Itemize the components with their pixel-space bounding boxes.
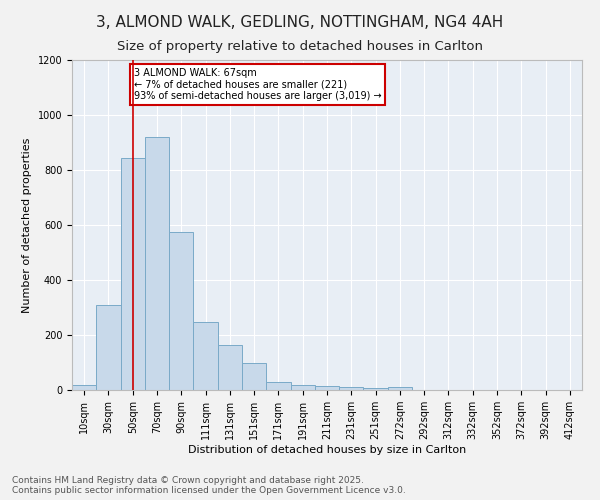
- Bar: [193, 322, 218, 390]
- Bar: [364, 388, 388, 390]
- Text: 3, ALMOND WALK, GEDLING, NOTTINGHAM, NG4 4AH: 3, ALMOND WALK, GEDLING, NOTTINGHAM, NG4…: [97, 15, 503, 30]
- X-axis label: Distribution of detached houses by size in Carlton: Distribution of detached houses by size …: [188, 445, 466, 455]
- Bar: [96, 304, 121, 390]
- Bar: [242, 362, 266, 390]
- Bar: [290, 385, 315, 390]
- Text: Contains HM Land Registry data © Crown copyright and database right 2025.
Contai: Contains HM Land Registry data © Crown c…: [12, 476, 406, 495]
- Bar: [169, 232, 193, 390]
- Bar: [121, 158, 145, 390]
- Bar: [339, 386, 364, 390]
- Y-axis label: Number of detached properties: Number of detached properties: [22, 138, 32, 312]
- Bar: [388, 387, 412, 390]
- Bar: [218, 345, 242, 390]
- Bar: [145, 137, 169, 390]
- Text: 3 ALMOND WALK: 67sqm
← 7% of detached houses are smaller (221)
93% of semi-detac: 3 ALMOND WALK: 67sqm ← 7% of detached ho…: [134, 68, 382, 102]
- Bar: [315, 386, 339, 390]
- Bar: [72, 384, 96, 390]
- Text: Size of property relative to detached houses in Carlton: Size of property relative to detached ho…: [117, 40, 483, 53]
- Bar: [266, 382, 290, 390]
